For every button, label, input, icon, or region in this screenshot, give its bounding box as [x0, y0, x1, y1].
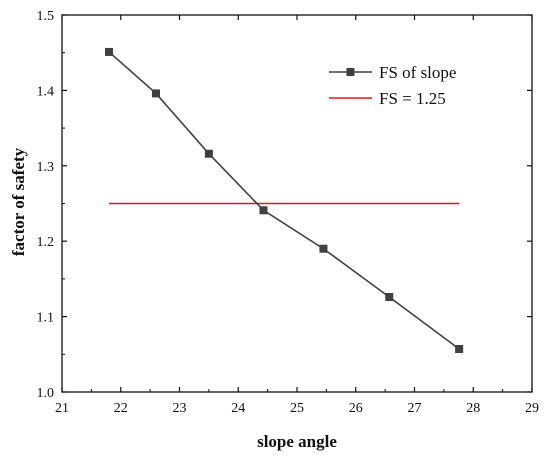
data-point — [105, 47, 113, 56]
data-point — [385, 292, 394, 301]
data-point — [319, 244, 328, 253]
x-axis: 21 22 23 24 25 26 27 28 29 — [55, 15, 539, 416]
x-axis-title: slope angle — [257, 432, 337, 451]
x-tick-label: 28 — [466, 401, 480, 416]
data-point — [152, 89, 160, 98]
x-tick-label: 26 — [349, 401, 363, 416]
x-tick-label: 22 — [114, 401, 128, 416]
y-axis-title: factor of safety — [9, 147, 28, 256]
y-tick-label: 1.1 — [37, 311, 55, 326]
x-tick-label: 29 — [525, 401, 539, 416]
y-tick-label: 1.4 — [37, 84, 55, 99]
legend-marker-fs-of-slope — [346, 68, 355, 76]
legend: FS of slope FS = 1.25 — [329, 63, 456, 108]
series-layer — [105, 47, 464, 354]
x-tick-label: 21 — [55, 401, 69, 416]
x-tick-label: 24 — [231, 401, 245, 416]
legend-label-fs-threshold: FS = 1.25 — [379, 89, 446, 108]
x-tick-label: 27 — [408, 401, 422, 416]
y-tick-label: 1.3 — [37, 160, 55, 175]
x-tick-label: 25 — [290, 401, 304, 416]
x-tick-label: 23 — [173, 401, 187, 416]
y-tick-label: 1.2 — [37, 235, 55, 250]
data-point — [204, 149, 213, 158]
y-tick-label: 1.5 — [37, 9, 55, 24]
data-point — [455, 345, 464, 354]
y-tick-label: 1.0 — [37, 386, 55, 401]
legend-label-fs-of-slope: FS of slope — [379, 63, 456, 82]
data-point — [259, 206, 268, 215]
y-axis: 1.0 1.1 1.2 1.3 1.4 1.5 — [37, 9, 532, 401]
